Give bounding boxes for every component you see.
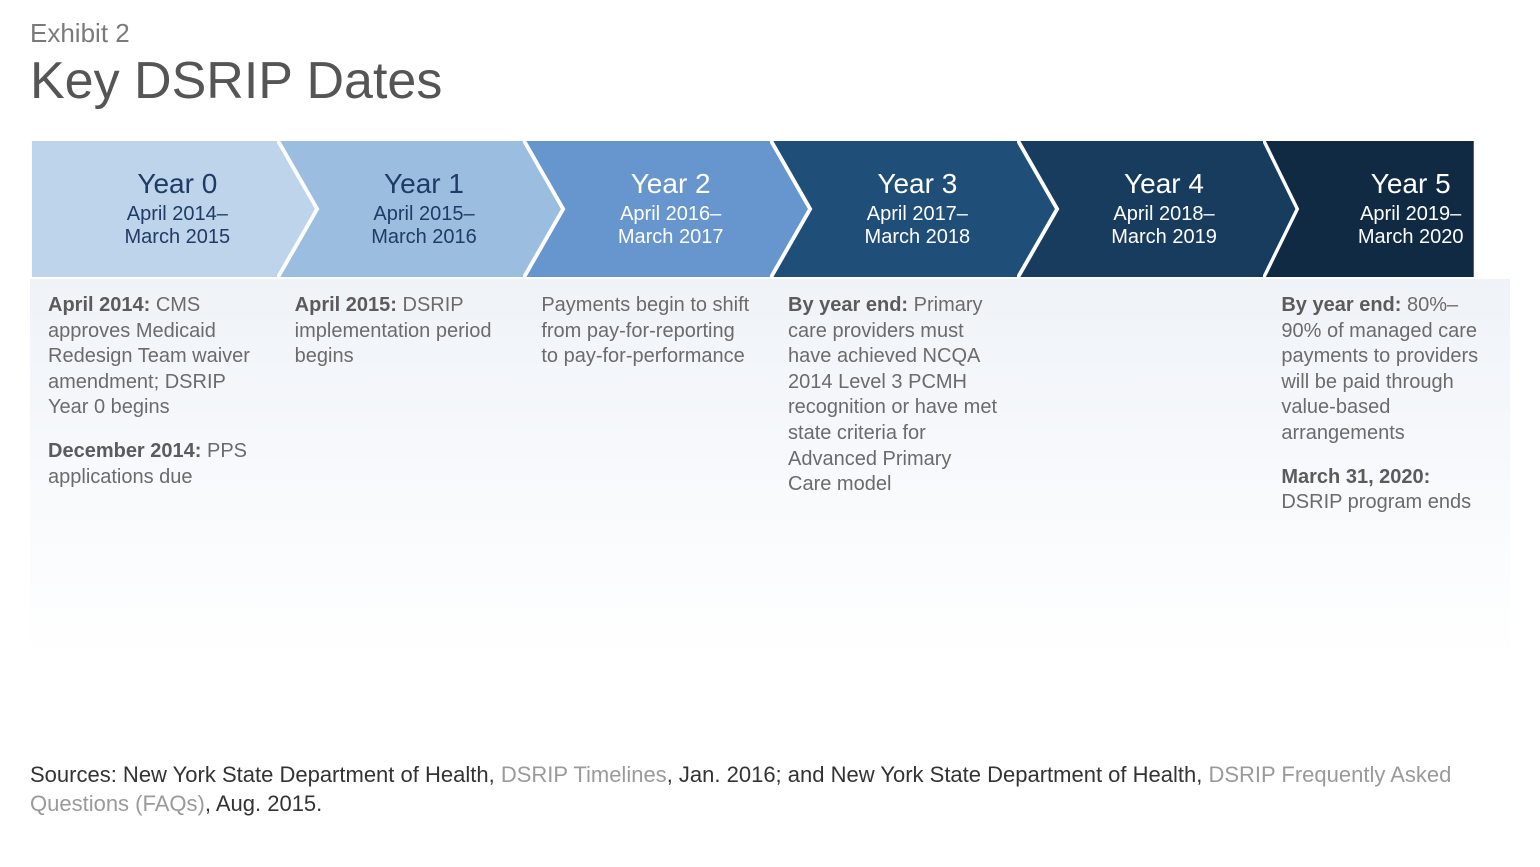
timeline-detail: April 2015: DSRIP implementation period …: [277, 279, 524, 659]
entry-lead: March 31, 2020:: [1281, 466, 1430, 488]
source-text: Sources: New York State Department of He…: [30, 762, 501, 787]
source-link[interactable]: DSRIP Timelines: [501, 762, 667, 787]
chevron-header: Year 2April 2016– March 2017: [523, 139, 770, 279]
timeline-detail: April 2014: CMS approves Medicaid Redesi…: [30, 279, 277, 659]
chevron-date-range: April 2019– March 2020: [1321, 203, 1500, 249]
chevron-year-label: Year 1: [335, 169, 514, 200]
timeline-entry: By year end: 80%–90% of managed care pay…: [1281, 293, 1492, 447]
chevron-header: Year 0April 2014– March 2015: [30, 139, 277, 279]
chevron-header: Year 3April 2017– March 2018: [770, 139, 1017, 279]
timeline-chevron-row: Year 0April 2014– March 2015 April 2014: …: [30, 139, 1510, 659]
timeline-detail: By year end: Primary care providers must…: [770, 279, 1017, 659]
chevron-year-label: Year 3: [828, 169, 1007, 200]
timeline-detail: [1017, 279, 1264, 659]
timeline-entry: Payments begin to shift from pay-for-rep…: [541, 293, 752, 370]
entry-body: 80%–90% of managed care payments to prov…: [1281, 294, 1478, 444]
timeline-entry: December 2014: PPS applications due: [48, 439, 259, 490]
entry-lead: December 2014:: [48, 440, 201, 462]
timeline-column: Year 3April 2017– March 2018By year end:…: [770, 139, 1017, 659]
chevron-year-label: Year 2: [581, 169, 760, 200]
timeline-column: Year 0April 2014– March 2015 April 2014: …: [30, 139, 277, 659]
chevron-date-range: April 2018– March 2019: [1075, 203, 1254, 249]
chevron-year-label: Year 4: [1075, 169, 1254, 200]
timeline-column: Year 1April 2015– March 2016 April 2015: …: [277, 139, 524, 659]
timeline-entry: April 2015: DSRIP implementation period …: [295, 293, 506, 370]
entry-lead: By year end:: [1281, 294, 1401, 316]
timeline-entry: April 2014: CMS approves Medicaid Redesi…: [48, 293, 259, 421]
source-text: , Aug. 2015.: [205, 791, 322, 816]
timeline-entry: By year end: Primary care providers must…: [788, 293, 999, 498]
timeline-column: Year 2April 2016– March 2017 Payments beg…: [523, 139, 770, 659]
chevron-year-label: Year 0: [88, 169, 267, 200]
timeline-detail: By year end: 80%–90% of managed care pay…: [1263, 279, 1510, 659]
chevron-date-range: April 2015– March 2016: [335, 203, 514, 249]
sources-footnote: Sources: New York State Department of He…: [30, 760, 1510, 819]
chevron-header: Year 4April 2018– March 2019: [1017, 139, 1264, 279]
entry-lead: By year end:: [788, 294, 908, 316]
chevron-date-range: April 2017– March 2018: [828, 203, 1007, 249]
entry-body: DSRIP program ends: [1281, 491, 1471, 513]
timeline-column: Year 4April 2018– March 2019: [1017, 139, 1264, 659]
chevron-date-range: April 2014– March 2015: [88, 203, 267, 249]
timeline-entry: March 31, 2020: DSRIP program ends: [1281, 465, 1492, 516]
chevron-year-label: Year 5: [1321, 169, 1500, 200]
chevron-header: Year 1April 2015– March 2016: [277, 139, 524, 279]
exhibit-page: Exhibit 2 Key DSRIP Dates Year 0April 20…: [0, 0, 1540, 867]
chevron-date-range: April 2016– March 2017: [581, 203, 760, 249]
timeline-detail: Payments begin to shift from pay-for-rep…: [523, 279, 770, 659]
entry-body: Primary care providers must have achieve…: [788, 294, 997, 495]
source-text: , Jan. 2016; and New York State Departme…: [667, 762, 1209, 787]
entry-body: Payments begin to shift from pay-for-rep…: [541, 294, 749, 367]
page-title: Key DSRIP Dates: [30, 51, 1510, 111]
exhibit-label: Exhibit 2: [30, 18, 1510, 49]
entry-lead: April 2015:: [295, 294, 397, 316]
entry-lead: April 2014:: [48, 294, 150, 316]
timeline-column: Year 5April 2019– March 2020By year end:…: [1263, 139, 1510, 659]
chevron-header: Year 5April 2019– March 2020: [1263, 139, 1510, 279]
